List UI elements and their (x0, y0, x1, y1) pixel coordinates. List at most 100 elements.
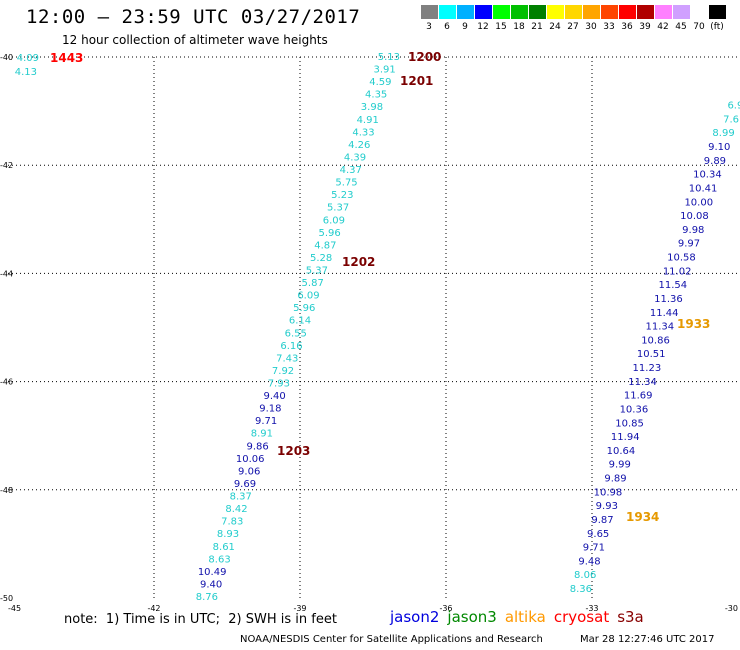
track-b-wave-height: 10.36 (620, 404, 649, 415)
legend-swatch (529, 5, 546, 19)
track-b-wave-height: 10.58 (667, 253, 696, 264)
track-a-wave-height: 4.59 (369, 77, 391, 88)
track-a-wave-height: 6.16 (280, 341, 302, 352)
track-a-wave-height: 9.71 (255, 416, 277, 427)
legend-swatch (619, 5, 636, 19)
legend-label: 18 (513, 22, 525, 32)
track-b-wave-height: 10.98 (594, 487, 623, 498)
track-a-wave-height: 8.61 (213, 542, 235, 553)
lat-tick-label: -48 (0, 486, 13, 495)
track-a-wave-height: 8.91 (251, 429, 273, 440)
pass-time-label: 1200 (408, 50, 441, 64)
track-a-wave-height: 7.93 (268, 379, 290, 390)
track-b-wave-height: 9.89 (604, 474, 626, 485)
track-a-wave-height: 4.35 (365, 90, 387, 101)
legend-label: 6 (444, 22, 450, 32)
track-b-wave-height: 11.54 (658, 280, 687, 291)
track-b-wave-height: 10.41 (689, 183, 718, 194)
track-a-wave-height: 4.37 (340, 165, 362, 176)
lat-tick-label: -42 (0, 161, 13, 170)
track-b-wave-height: 9.98 (682, 225, 704, 236)
credit-line: NOAA/NESDIS Center for Satellite Applica… (240, 634, 543, 645)
legend-label: 27 (567, 22, 579, 32)
track-b-wave-height: 8.06 (574, 570, 596, 581)
map-tick-labels: -45 -42 -39 -36 -33 -30 -40 -42 -44 -46 -48 -50 (0, 53, 738, 613)
track-b-wave-height: 9.97 (678, 239, 700, 250)
track-a-wave-height: 5.37 (327, 203, 349, 214)
legend-label: 24 (549, 22, 561, 32)
track-a-wave-height: 9.86 (247, 441, 269, 452)
track-a-wave-height: 10.49 (198, 567, 227, 578)
track-b-wave-height: 9.93 (596, 501, 618, 512)
legend-label: 33 (603, 22, 615, 32)
track-b-wave-height: 11.69 (624, 391, 653, 402)
pass-time-label: 1933 (677, 317, 710, 331)
track-b-wave-height: 11.34 (646, 322, 675, 333)
track-a-wave-height: 9.40 (263, 391, 285, 402)
legend-swatch (709, 5, 726, 19)
legend-label: 9 (462, 22, 468, 32)
legend-swatch (457, 5, 474, 19)
lon-tick-label: -42 (147, 604, 160, 613)
track-b-wave-height: 9.65 (587, 529, 609, 540)
legend-swatch (583, 5, 600, 19)
legend-label: (ft) (710, 22, 724, 32)
track-b-wave-height: 9.87 (591, 515, 613, 526)
legend-label: 3 (426, 22, 432, 32)
legend-swatch (637, 5, 654, 19)
lon-tick-label: -30 (725, 604, 738, 613)
track-a-wave-height: 5.37 (306, 265, 328, 276)
track-b-wave-height: 11.23 (633, 363, 662, 374)
track-b-wave-height: 10.86 (641, 335, 670, 346)
track-b-wave-height: 6.9 (727, 101, 740, 112)
pass-time-label: 1934 (626, 510, 659, 524)
units-note: note: 1) Time is in UTC; 2) SWH is in fe… (64, 612, 337, 627)
track-b-wave-height: 8.36 (570, 584, 592, 595)
track-a-wave-height: 4.91 (357, 115, 379, 126)
lat-tick-label: -44 (0, 269, 13, 278)
lon-tick-label: -45 (8, 604, 21, 613)
legend-swatch (493, 5, 510, 19)
track-a-wave-height: 5.23 (331, 190, 353, 201)
legend-label: 39 (639, 22, 651, 32)
track-a-wave-height: 6.09 (297, 291, 319, 302)
satellite-name: jason2 (390, 608, 440, 626)
track-b-wave-height: 11.34 (628, 377, 657, 388)
track-b-wave-height: 10.34 (693, 170, 722, 181)
time-labels: 1200 1201 1202 1203 1933 1934 1443 (50, 50, 710, 524)
track-b-wave-height: 9.10 (708, 142, 730, 153)
track-a-wave-height: 3.98 (361, 102, 383, 113)
track-b-wave-height: 9.89 (704, 156, 726, 167)
track-c-wave-height: 4.09 (17, 53, 39, 64)
track-a-wave-height: 10.06 (236, 454, 265, 465)
map-grid (8, 56, 738, 598)
legend-swatch (475, 5, 492, 19)
pass-time-label: 1202 (342, 255, 375, 269)
legend-swatch (601, 5, 618, 19)
track-b-wave-height: 11.44 (650, 308, 679, 319)
track-a-wave-height: 4.26 (348, 140, 370, 151)
satellite-name: altika (504, 608, 546, 626)
track-a-wave-height: 9.18 (259, 404, 281, 415)
track-a-wave-height: 8.63 (208, 554, 230, 565)
legend-swatch (439, 5, 456, 19)
track-a-wave-height: 7.43 (276, 353, 298, 364)
track-c-wave-height: 4.13 (15, 67, 37, 78)
pass-time-label: 1203 (277, 444, 310, 458)
track-a-wave-height: 5.96 (318, 228, 340, 239)
legend-swatch (547, 5, 564, 19)
satellite-legend: jason2 jason3 altika cryosat s3a (390, 608, 652, 626)
track-a-wave-height: 7.92 (272, 366, 294, 377)
track-b-wave-height: 11.02 (663, 266, 692, 277)
satellite-name: s3a (617, 608, 644, 626)
track-a-wave-height: 5.87 (302, 278, 324, 289)
track-a-wave-height: 5.96 (293, 303, 315, 314)
legend-label: 36 (621, 22, 633, 32)
track-a-wave-height: 4.39 (344, 152, 366, 163)
legend-label: 45 (675, 22, 687, 32)
track-a-wave-height: 9.69 (234, 479, 256, 490)
legend-swatch (655, 5, 672, 19)
lat-tick-label: -46 (0, 378, 13, 387)
legend-label: 12 (477, 22, 489, 32)
